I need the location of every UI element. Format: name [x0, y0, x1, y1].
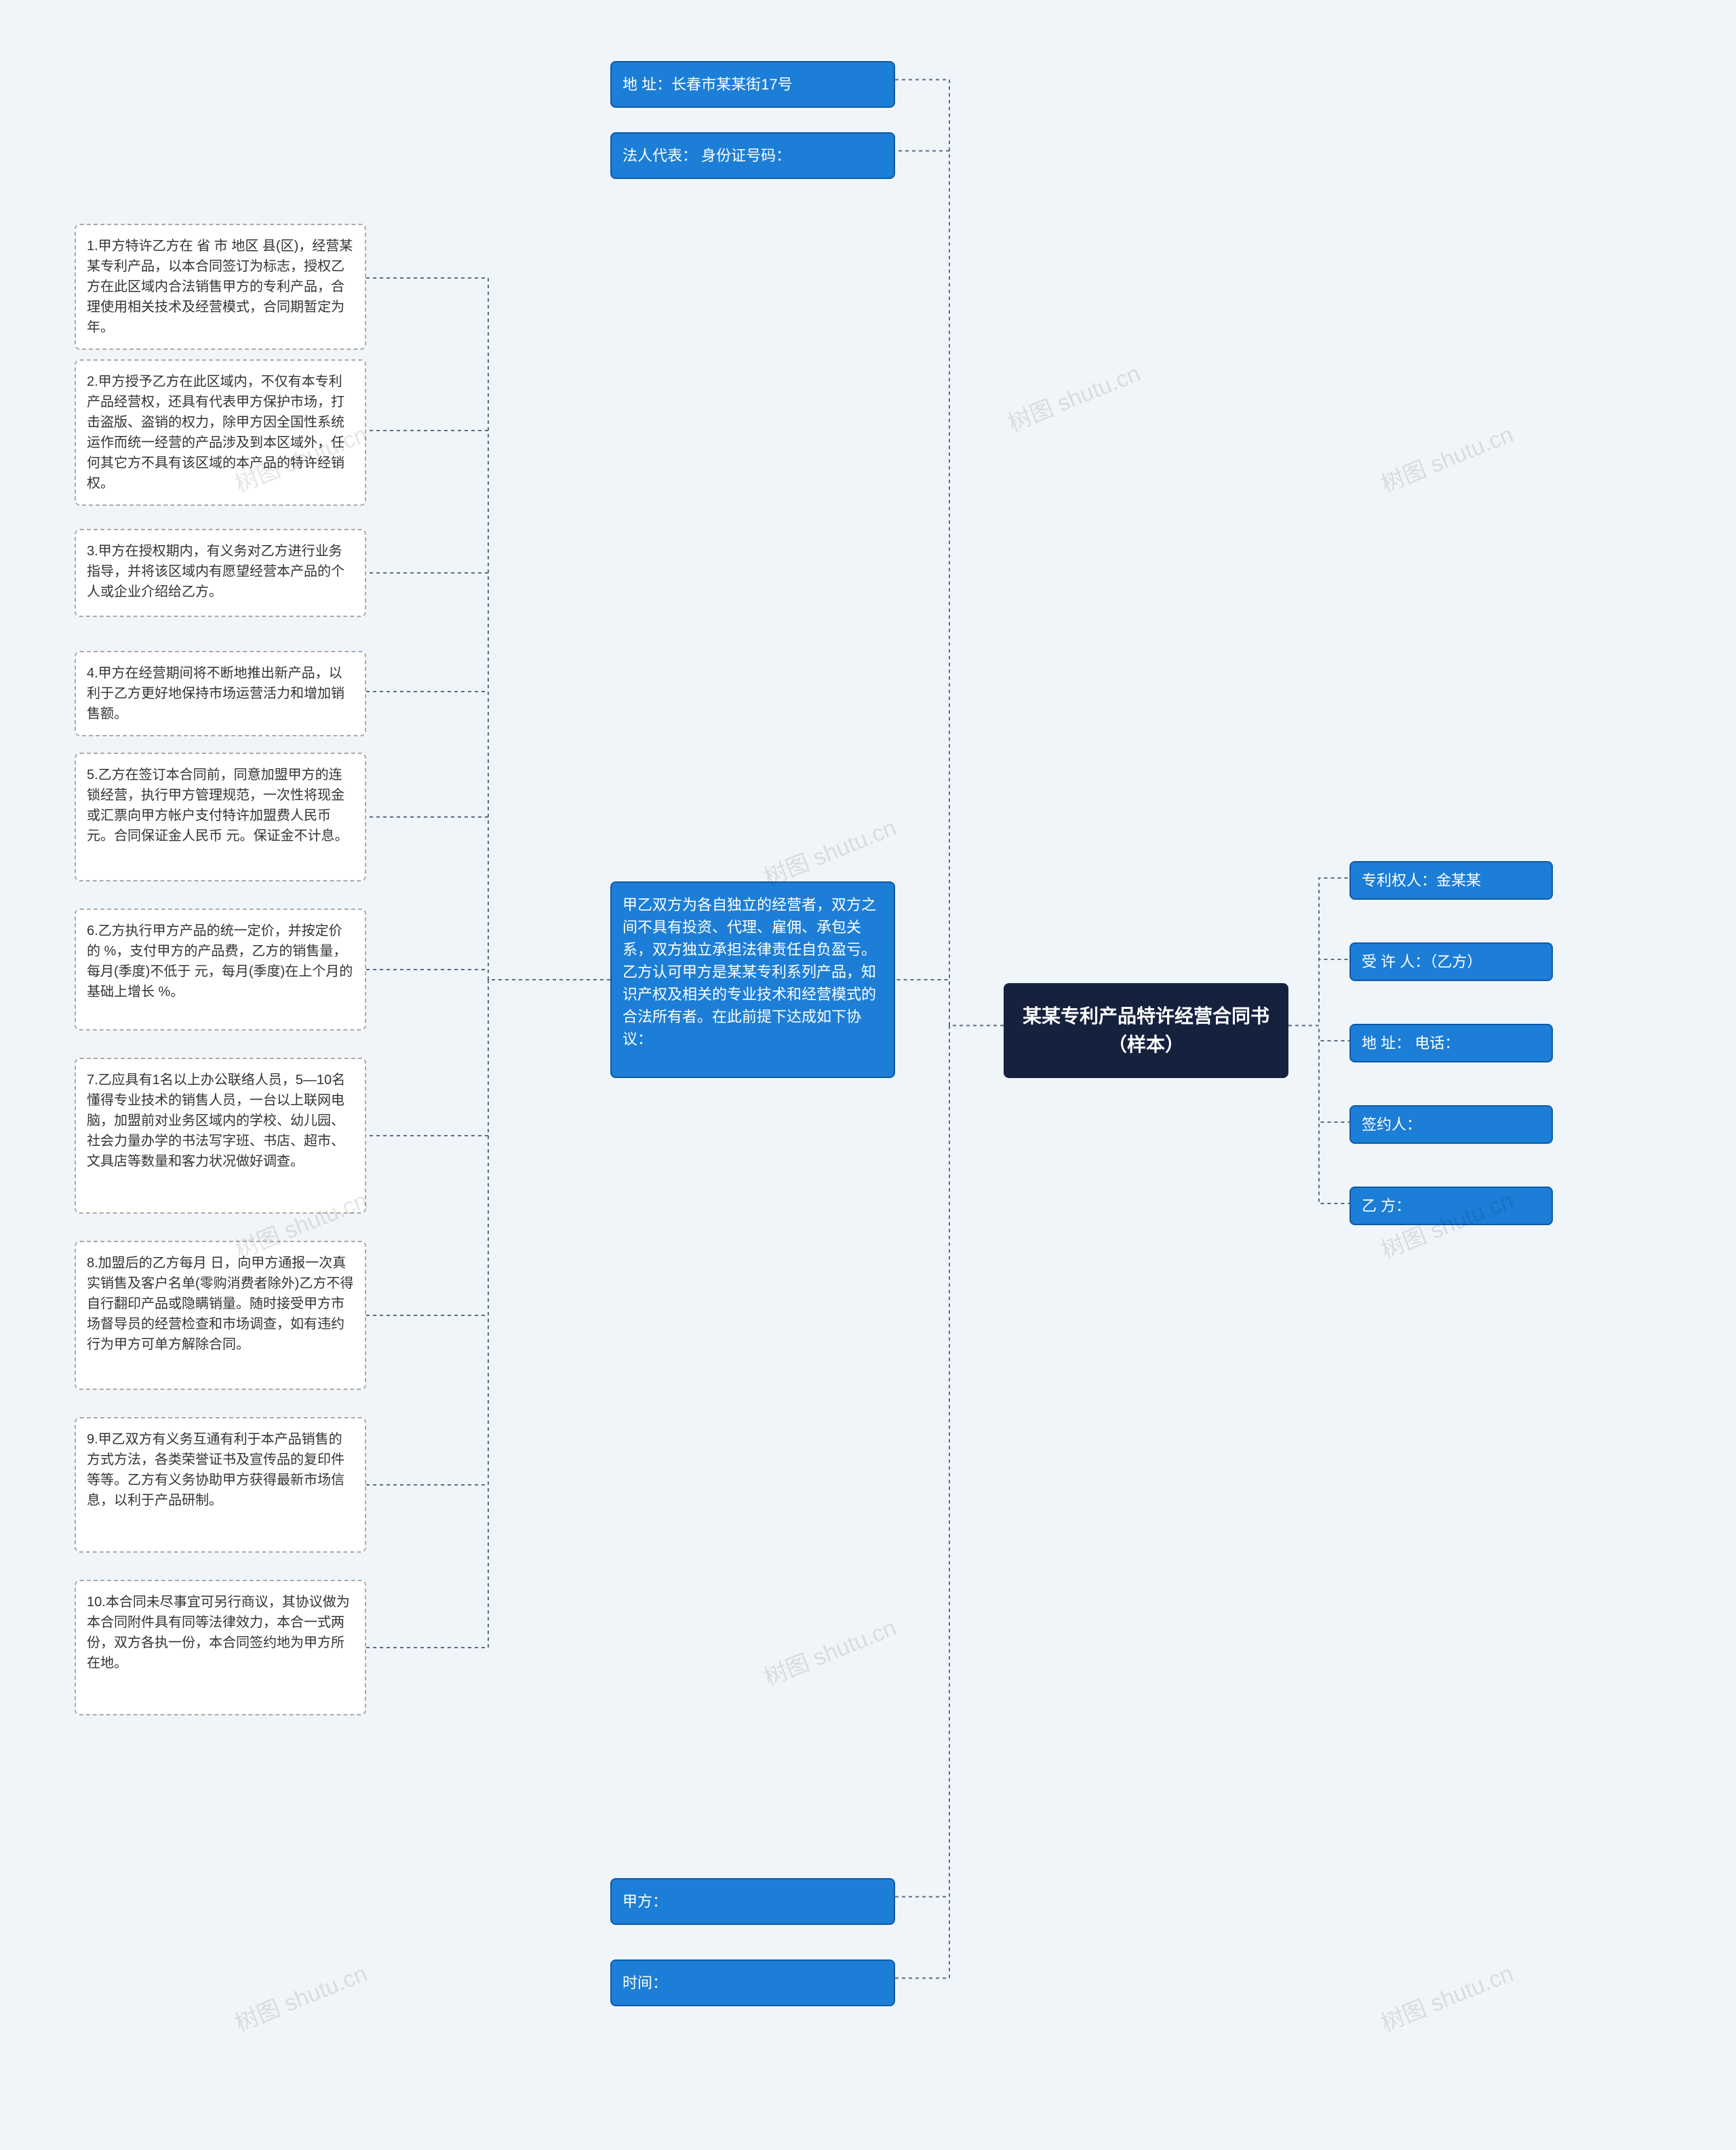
leaf-c2[interactable]: 2.甲方授予乙方在此区域内，不仅有本专利产品经营权，还具有代表甲方保护市场，打击…: [75, 359, 366, 506]
leaf-c7[interactable]: 7.乙应具有1名以上办公联络人员，5—10名懂得专业技术的销售人员，一台以上联网…: [75, 1058, 366, 1214]
right-node-r1[interactable]: 专利权人：金某某: [1349, 861, 1553, 900]
leaf-c8[interactable]: 8.加盟后的乙方每月 日，向甲方通报一次真实销售及客户名单(零购消费者除外)乙方…: [75, 1241, 366, 1390]
leaf-c1[interactable]: 1.甲方特许乙方在 省 市 地区 县(区)，经营某某专利产品，以本合同签订为标志…: [75, 224, 366, 350]
leaf-c3[interactable]: 3.甲方在授权期内，有义务对乙方进行业务指导，并将该区域内有愿望经营本产品的个人…: [75, 529, 366, 617]
leaf-c6[interactable]: 6.乙方执行甲方产品的统一定价，并按定价的 %，支付甲方的产品费，乙方的销售量，…: [75, 909, 366, 1031]
watermark-5: 树图 shutu.cn: [1375, 416, 1517, 499]
left-node-l4[interactable]: 甲方：: [610, 1878, 895, 1925]
diagram-canvas: 某某专利产品特许经营合同书（样本） 专利权人：金某某受 许 人：（乙方） 地 址：…: [0, 0, 1736, 2150]
right-node-r5[interactable]: 乙 方：: [1349, 1187, 1553, 1225]
leaf-c10[interactable]: 10.本合同未尽事宜可另行商议，其协议做为本合同附件具有同等法律效力，本合一式两…: [75, 1580, 366, 1715]
watermark-1: 树图 shutu.cn: [758, 809, 900, 892]
right-node-r2[interactable]: 受 许 人：（乙方）: [1349, 942, 1553, 981]
right-node-r4[interactable]: 签约人：: [1349, 1105, 1553, 1144]
right-node-r3[interactable]: 地 址： 电话：: [1349, 1024, 1553, 1062]
leaf-c9[interactable]: 9.甲乙双方有义务互通有利于本产品销售的方式方法，各类荣誉证书及宣传品的复印件等…: [75, 1417, 366, 1553]
left-node-l5[interactable]: 时间：: [610, 1959, 895, 2006]
left-node-l2[interactable]: 法人代表： 身份证号码：: [610, 132, 895, 179]
watermark-3: 树图 shutu.cn: [758, 1609, 900, 1692]
leaf-c5[interactable]: 5.乙方在签订本合同前，同意加盟甲方的连锁经营，执行甲方管理规范，一次性将现金或…: [75, 753, 366, 881]
left-node-l1[interactable]: 地 址：长春市某某街17号: [610, 61, 895, 108]
watermark-7: 树图 shutu.cn: [1375, 1955, 1517, 2038]
root-node[interactable]: 某某专利产品特许经营合同书（样本）: [1004, 983, 1288, 1078]
watermark-4: 树图 shutu.cn: [229, 1955, 371, 2038]
watermark-8: 树图 shutu.cn: [1002, 355, 1144, 438]
left-node-l3[interactable]: 甲乙双方为各自独立的经营者，双方之间不具有投资、代理、雇佣、承包关系，双方独立承…: [610, 881, 895, 1078]
leaf-c4[interactable]: 4.甲方在经营期间将不断地推出新产品，以利于乙方更好地保持市场运营活力和增加销售…: [75, 651, 366, 736]
